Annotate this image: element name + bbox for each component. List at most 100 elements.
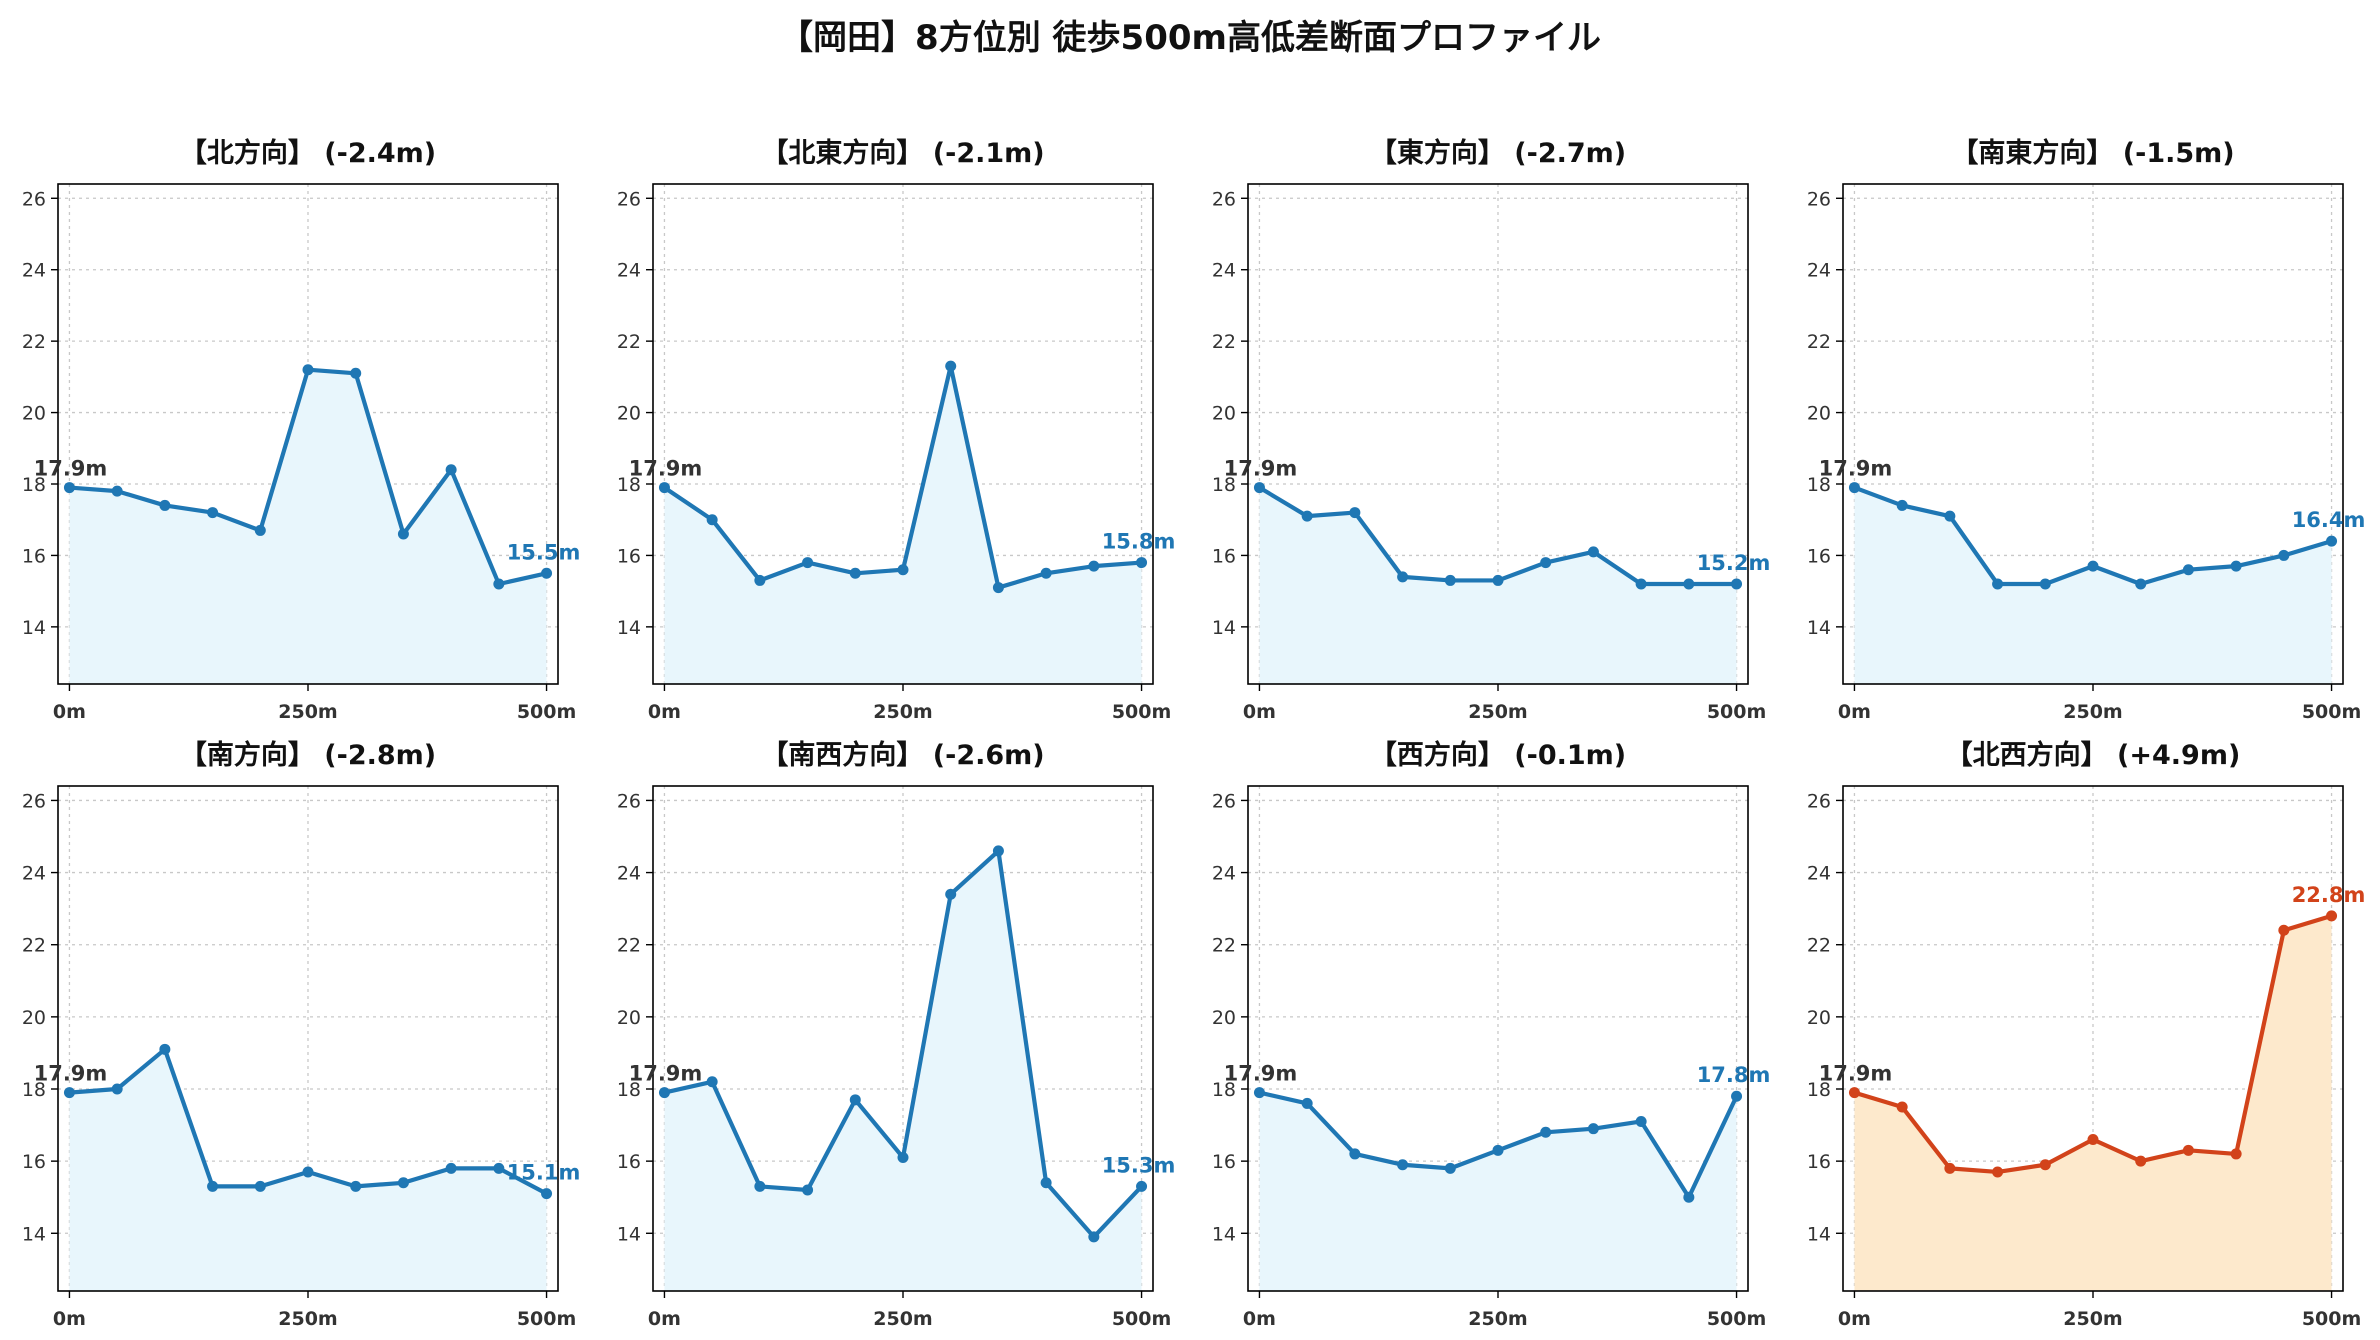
y-tick-label: 18 [617, 1079, 641, 1101]
y-tick-label: 24 [22, 260, 46, 282]
data-point [945, 360, 957, 372]
data-point [2087, 560, 2099, 572]
y-tick-label: 18 [1212, 1079, 1236, 1101]
start-elevation-label: 17.9m [1819, 457, 1893, 481]
y-tick-label: 26 [1212, 188, 1236, 210]
start-elevation-label: 17.9m [34, 1062, 108, 1086]
y-tick-label: 24 [1212, 863, 1236, 885]
elevation-chart: 【南東方向】 (-1.5m) 14 16 18 20 22 24 26 0m 250m 500m 17… [1807, 137, 2366, 723]
elevation-chart: 【北東方向】 (-2.1m) 14 16 18 20 22 24 26 0m 250m 500m 17… [617, 137, 1176, 723]
data-point [159, 1043, 171, 1055]
start-elevation-label: 17.9m [629, 457, 703, 481]
y-tick-label: 22 [1212, 331, 1236, 353]
elevation-chart-panel: 【南西方向】 (-2.6m) 14 16 18 20 22 24 26 0m 250m 500m 17… [595, 605, 1190, 1330]
data-point [1992, 578, 2004, 590]
x-tick-label: 0m [1838, 1308, 1871, 1330]
y-tick-label: 26 [1807, 188, 1831, 210]
y-tick-label: 18 [1212, 474, 1236, 496]
y-tick-label: 22 [1212, 935, 1236, 957]
data-point [1683, 578, 1695, 590]
x-tick-label: 0m [648, 701, 681, 723]
data-point [1896, 1101, 1908, 1113]
start-elevation-label: 17.9m [1819, 1062, 1893, 1086]
x-tick-label: 0m [1838, 701, 1871, 723]
y-tick-label: 24 [22, 863, 46, 885]
x-tick-label: 500m [517, 701, 576, 723]
elevation-chart: 【西方向】 (-0.1m) 14 16 18 20 22 24 26 0m 250m 500m 17.… [1212, 739, 1771, 1330]
y-tick-label: 14 [22, 617, 46, 639]
y-tick-label: 24 [1212, 260, 1236, 282]
elevation-area-fill [1854, 487, 2332, 684]
data-point [207, 507, 219, 519]
data-point [63, 482, 75, 494]
data-point [2278, 549, 2290, 561]
elevation-chart-panel: 【北西方向】 (+4.9m) 14 16 18 20 22 24 26 0m 250m 500m 17… [1785, 605, 2380, 1330]
y-tick-label: 16 [1212, 545, 1236, 567]
y-tick-label: 22 [617, 935, 641, 957]
panel-title: 【南方向】 (-2.8m) [180, 739, 436, 771]
data-point [111, 485, 123, 497]
panel-title: 【南西方向】 (-2.6m) [761, 739, 1044, 771]
data-point [992, 845, 1004, 857]
end-elevation-label: 22.8m [2292, 883, 2366, 907]
data-point [1587, 546, 1599, 558]
data-point [2135, 1155, 2147, 1167]
end-elevation-label: 15.2m [1697, 551, 1771, 575]
data-point [541, 567, 553, 579]
end-elevation-label: 17.8m [1697, 1063, 1771, 1087]
x-tick-label: 250m [1468, 1308, 1527, 1330]
data-point [397, 528, 409, 540]
y-tick-label: 22 [1807, 935, 1831, 957]
elevation-chart-panel: 【北方向】 (-2.4m) 14 16 18 20 22 24 26 0m 250m 500m 17.… [0, 0, 595, 723]
data-point [706, 514, 718, 526]
x-tick-label: 250m [873, 1308, 932, 1330]
data-point [111, 1083, 123, 1095]
x-tick-label: 500m [1112, 1308, 1171, 1330]
elevation-area-fill [1259, 1092, 1737, 1291]
y-tick-label: 14 [617, 1223, 641, 1245]
y-tick-label: 20 [1212, 403, 1236, 425]
data-point [1992, 1166, 2004, 1178]
data-point [254, 1180, 266, 1192]
data-point [1635, 578, 1647, 590]
panel-title: 【北方向】 (-2.4m) [180, 137, 436, 169]
elevation-area-fill [1854, 915, 2332, 1291]
data-point [1349, 507, 1361, 519]
data-point [1731, 578, 1743, 590]
data-point [2182, 1144, 2194, 1156]
data-point [445, 1162, 457, 1174]
data-point [1848, 1087, 1860, 1099]
end-elevation-label: 15.8m [1102, 530, 1176, 554]
y-tick-label: 16 [1212, 1151, 1236, 1173]
panel-title: 【北東方向】 (-2.1m) [761, 137, 1044, 169]
data-point [1444, 574, 1456, 586]
y-tick-label: 16 [1807, 545, 1831, 567]
data-point [706, 1076, 718, 1088]
x-tick-label: 0m [53, 1308, 86, 1330]
y-tick-label: 22 [22, 935, 46, 957]
y-tick-label: 24 [617, 863, 641, 885]
x-tick-label: 0m [1243, 1308, 1276, 1330]
data-point [897, 564, 909, 576]
y-tick-label: 20 [22, 1007, 46, 1029]
page-title: 【岡田】8方位別 徒歩500m高低差断面プロファイル [779, 18, 1601, 58]
end-elevation-label: 16.4m [2292, 508, 2366, 532]
y-tick-label: 18 [22, 1079, 46, 1101]
y-tick-label: 16 [22, 545, 46, 567]
data-point [254, 524, 266, 536]
data-point [802, 1184, 814, 1196]
y-tick-label: 14 [1807, 617, 1831, 639]
elevation-chart-panel: 【南東方向】 (-1.5m) 14 16 18 20 22 24 26 0m 250m 500m 17… [1785, 0, 2380, 723]
data-point [1088, 560, 1100, 572]
start-elevation-label: 17.9m [34, 457, 108, 481]
y-tick-label: 26 [1807, 790, 1831, 812]
data-point [1136, 1180, 1148, 1192]
data-point [1540, 557, 1552, 569]
y-tick-label: 24 [1807, 260, 1831, 282]
data-point [754, 1180, 766, 1192]
y-tick-label: 18 [1807, 474, 1831, 496]
x-tick-label: 250m [2063, 701, 2122, 723]
data-point [2039, 1159, 2051, 1171]
data-point [2326, 910, 2338, 922]
x-tick-label: 250m [873, 701, 932, 723]
